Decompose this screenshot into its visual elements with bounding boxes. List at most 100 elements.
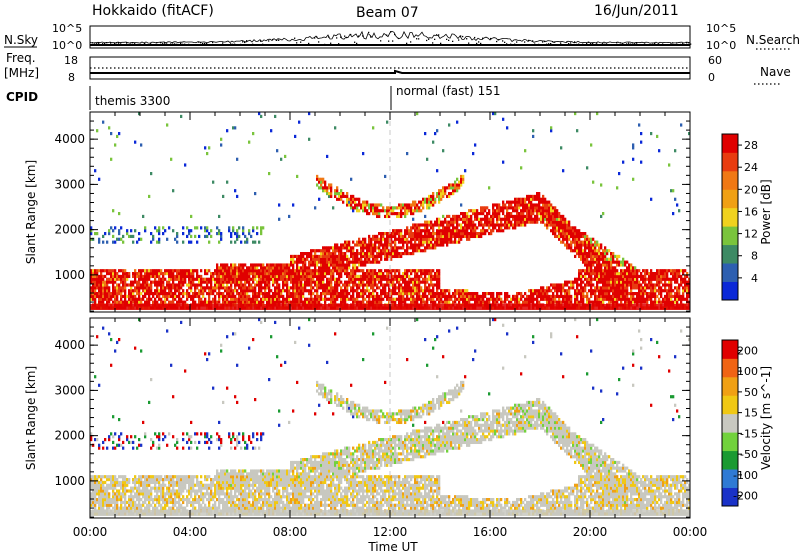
echo-cell <box>378 274 381 279</box>
echo-cell <box>150 292 153 296</box>
echo-cell <box>114 300 117 304</box>
echo-cell <box>606 249 609 253</box>
echo-cell <box>514 203 517 207</box>
echo-cell <box>562 297 565 301</box>
echo-cell <box>570 280 573 284</box>
echo-cell <box>526 194 529 199</box>
echo-cell <box>332 297 335 301</box>
echo-cell <box>272 272 275 276</box>
echo-cell <box>316 254 319 259</box>
echo-cell <box>604 269 607 273</box>
echo-cell <box>544 203 547 207</box>
echo-cell <box>236 269 239 273</box>
echo-cell <box>316 289 319 293</box>
echo-cell <box>474 229 477 233</box>
noise-search-point <box>142 44 144 46</box>
echo-cell <box>618 286 621 290</box>
echo-cell <box>582 260 585 264</box>
echo-cell <box>386 254 389 259</box>
echo-cell <box>610 297 613 301</box>
echo-cell <box>582 254 585 259</box>
echo-cell <box>330 286 333 290</box>
echo-cell <box>354 263 357 267</box>
echo-cell <box>214 280 217 284</box>
echo-cell <box>524 220 527 224</box>
echo-cell <box>326 186 329 190</box>
echo-cell <box>140 237 143 241</box>
echo-cell <box>542 214 545 219</box>
echo-cell <box>206 292 209 296</box>
echo-cell <box>326 280 329 284</box>
echo-cell <box>354 277 357 281</box>
noise-search-point <box>496 40 498 43</box>
echo-cell <box>318 274 321 279</box>
echo-cell <box>454 237 457 241</box>
echo-cell <box>586 266 589 270</box>
echo-cell <box>358 294 361 299</box>
echo-cell <box>248 266 251 270</box>
noise-search-point <box>368 31 370 34</box>
echo-cell <box>296 174 299 179</box>
echo-cell <box>592 249 595 253</box>
echo-cell <box>180 274 183 279</box>
echo-cell <box>244 292 247 296</box>
echo-cell <box>574 237 577 241</box>
echo-cell <box>634 269 637 273</box>
echo-cell <box>596 257 599 261</box>
echo-cell <box>190 283 193 287</box>
echo-cell <box>594 260 597 264</box>
echo-cell <box>192 300 195 304</box>
echo-cell <box>398 300 401 304</box>
echo-cell <box>242 294 245 299</box>
echo-cell <box>466 237 469 241</box>
echo-cell <box>404 280 407 284</box>
echo-cell <box>398 212 401 216</box>
echo-cell <box>580 249 583 253</box>
echo-cell <box>292 254 295 259</box>
echo-cell <box>222 294 225 299</box>
echo-cell <box>410 297 413 301</box>
echo-cell <box>220 283 223 287</box>
echo-cell <box>320 263 323 267</box>
echo-cell <box>338 292 341 296</box>
echo-cell <box>132 234 135 239</box>
echo-cell <box>332 263 335 267</box>
echo-cell <box>602 292 605 296</box>
echo-cell <box>588 289 591 293</box>
echo-cell <box>454 183 457 187</box>
echo-cell <box>376 260 379 264</box>
echo-cell <box>172 277 175 281</box>
echo-cell <box>236 237 239 241</box>
echo-cell <box>326 254 329 259</box>
echo-cell <box>318 300 321 304</box>
echo-cell <box>234 294 237 299</box>
echo-cell <box>330 300 333 304</box>
echo-cell <box>464 289 467 293</box>
echo-cell <box>294 300 297 304</box>
echo-cell <box>456 229 459 233</box>
echo-cell <box>170 283 173 287</box>
echo-cell <box>406 292 409 296</box>
echo-cell <box>124 300 127 304</box>
echo-cell <box>320 277 323 281</box>
echo-cell <box>90 237 93 241</box>
echo-cell <box>240 283 243 287</box>
echo-cell <box>484 214 487 219</box>
echo-cell <box>104 280 107 284</box>
echo-cell <box>532 294 535 299</box>
echo-cell <box>498 212 501 216</box>
echo-cell <box>556 300 559 304</box>
echo-cell <box>474 294 477 299</box>
echo-cell <box>508 206 511 210</box>
echo-cell <box>578 246 581 250</box>
echo-cell <box>380 257 383 261</box>
echo-cell <box>274 286 277 290</box>
echo-cell <box>642 286 645 290</box>
echo-cell <box>372 246 375 250</box>
echo-cell <box>372 203 375 207</box>
noise-search-point <box>680 43 682 46</box>
echo-cell <box>172 294 175 299</box>
echo-cell <box>642 300 645 304</box>
echo-cell <box>622 274 625 279</box>
echo-cell <box>620 289 623 293</box>
